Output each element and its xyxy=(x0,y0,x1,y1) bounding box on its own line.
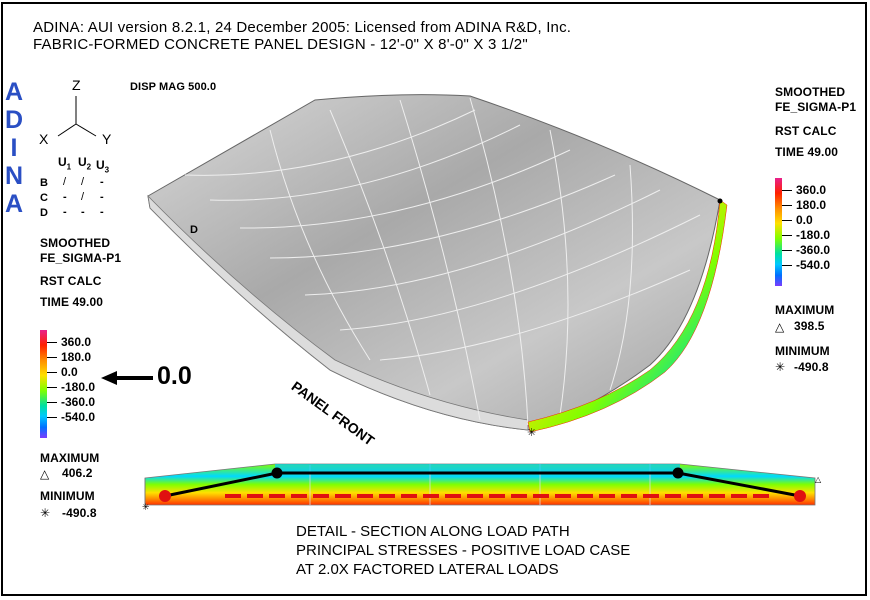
scale-tick: 0.0 xyxy=(47,365,95,380)
callout-value: 0.0 xyxy=(157,362,192,390)
scale-tick: -540.0 xyxy=(47,410,95,425)
maximum-value: 398.5 xyxy=(794,319,825,333)
bc-cell: - xyxy=(63,206,67,218)
load-node xyxy=(794,490,806,502)
legend-line: RST CALC xyxy=(775,124,837,138)
logo-letter: A xyxy=(4,78,24,106)
bc-col-u2: U2 xyxy=(78,155,92,172)
bc-cell: - xyxy=(81,206,85,218)
bc-cell: / xyxy=(63,176,67,188)
min-symbol-icon: ✳ xyxy=(775,360,786,374)
section-top-band xyxy=(275,464,680,472)
header-title: ADINA: AUI version 8.2.1, 24 December 20… xyxy=(33,19,572,36)
axis-z-label: Z xyxy=(72,77,81,93)
load-path-line xyxy=(164,471,801,498)
min-marker-icon: ✳ xyxy=(142,502,150,512)
legend-line: TIME 49.00 xyxy=(40,295,104,309)
bc-cell: - xyxy=(100,191,104,203)
scale-tick: 0.0 xyxy=(782,213,830,228)
detail-caption: DETAIL - SECTION ALONG LOAD PATH PRINCIP… xyxy=(296,522,630,579)
color-scale-ticks: 360.0 180.0 0.0 -180.0 -360.0 -540.0 xyxy=(782,183,830,273)
minimum-label: MINIMUM xyxy=(40,489,95,503)
bc-cell: - xyxy=(63,191,67,203)
load-node xyxy=(271,467,283,479)
bc-col-u3: U3 xyxy=(96,158,110,175)
bc-cell: - xyxy=(100,176,104,188)
scale-tick: 360.0 xyxy=(782,183,830,198)
node-marker xyxy=(717,198,723,204)
caption-line: AT 2.0X FACTORED LATERAL LOADS xyxy=(296,561,559,578)
maximum-label: MAXIMUM xyxy=(775,303,835,317)
caption-line: PRINCIPAL STRESSES - POSITIVE LOAD CASE xyxy=(296,542,631,559)
max-symbol-icon: △ xyxy=(775,320,785,334)
max-marker-icon: △ xyxy=(815,475,822,484)
scale-tick: -360.0 xyxy=(782,243,830,258)
logo-letter: I xyxy=(10,134,18,162)
legend-line: RST CALC xyxy=(40,274,102,288)
legend-line: SMOOTHED xyxy=(40,236,111,250)
minimum-value: -490.8 xyxy=(62,506,97,520)
legend-line: SMOOTHED xyxy=(775,85,846,99)
bc-col-u1: U1 xyxy=(58,155,72,172)
callout-arrow xyxy=(101,371,153,385)
logo-letter: A xyxy=(4,190,24,218)
bc-cell: - xyxy=(100,206,104,218)
legend-line: TIME 49.00 xyxy=(775,145,839,159)
logo-letter: D xyxy=(4,106,24,134)
header-subtitle: FABRIC-FORMED CONCRETE PANEL DESIGN - 12… xyxy=(33,36,528,53)
caption-line: DETAIL - SECTION ALONG LOAD PATH xyxy=(296,523,570,540)
minimum-value: -490.8 xyxy=(794,360,829,374)
bc-row-label: B xyxy=(40,177,49,189)
logo-letter: N xyxy=(4,162,24,190)
bc-row-label: D xyxy=(40,207,49,219)
scale-tick: 180.0 xyxy=(782,198,830,213)
axis-x-label: X xyxy=(39,131,49,147)
minimum-label: MINIMUM xyxy=(775,344,830,358)
max-symbol-icon: △ xyxy=(40,467,50,481)
scale-tick: 360.0 xyxy=(47,335,95,350)
bc-cell: / xyxy=(81,191,85,203)
adina-logo: A D I N A xyxy=(3,78,25,218)
color-scale-ticks: 360.0 180.0 0.0 -180.0 -360.0 -540.0 xyxy=(47,335,95,425)
min-symbol-icon: ✳ xyxy=(40,506,51,520)
min-marker-icon: ✳ xyxy=(527,427,536,439)
legend-line: FE_SIGMA-P1 xyxy=(775,100,857,114)
disp-mag-label: DISP MAG 500.0 xyxy=(130,81,217,93)
maximum-value: 406.2 xyxy=(62,466,93,480)
maximum-label: MAXIMUM xyxy=(40,451,100,465)
legend-line: FE_SIGMA-P1 xyxy=(40,251,122,265)
stress-edge xyxy=(527,199,728,433)
bc-cell: / xyxy=(81,176,85,188)
scale-tick: -180.0 xyxy=(782,228,830,243)
scale-tick: -540.0 xyxy=(782,258,830,273)
load-node xyxy=(159,490,171,502)
mesh-lines xyxy=(184,97,701,426)
axis-y-label: Y xyxy=(102,131,112,147)
color-scale-bar xyxy=(775,178,782,286)
color-scale-bar xyxy=(40,330,47,438)
node-label-d: D xyxy=(190,224,199,236)
bc-row-label: C xyxy=(40,192,49,204)
scale-tick: 180.0 xyxy=(47,350,95,365)
axes-triad xyxy=(57,96,97,137)
panel-edge xyxy=(147,194,529,431)
load-node xyxy=(672,467,684,479)
scale-tick: -360.0 xyxy=(47,395,95,410)
scale-tick: -180.0 xyxy=(47,380,95,395)
